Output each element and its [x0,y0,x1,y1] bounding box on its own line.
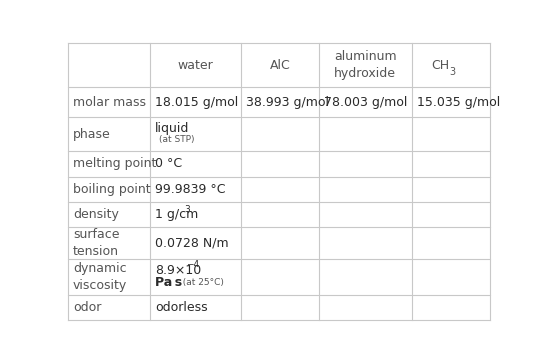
Text: (at STP): (at STP) [159,135,194,144]
Text: 99.9839 °C: 99.9839 °C [155,183,226,196]
Text: CH: CH [431,59,450,72]
Text: dynamic
viscosity: dynamic viscosity [73,262,127,292]
Text: surface
tension: surface tension [73,228,120,258]
Text: 15.035 g/mol: 15.035 g/mol [417,96,500,109]
Text: 0 °C: 0 °C [155,157,182,170]
Text: Pa s: Pa s [155,276,182,289]
Text: 3: 3 [184,205,190,214]
Text: AlC: AlC [269,59,290,72]
Text: liquid: liquid [155,122,190,135]
Text: aluminum
hydroxide: aluminum hydroxide [334,50,397,80]
Text: odor: odor [73,301,101,314]
Text: boiling point: boiling point [73,183,151,196]
Text: 8.9×10: 8.9×10 [155,264,201,277]
Text: melting point: melting point [73,157,157,170]
Text: 38.993 g/mol: 38.993 g/mol [246,96,329,109]
Text: 78.003 g/mol: 78.003 g/mol [324,96,407,109]
Text: density: density [73,208,119,221]
Text: −4: −4 [186,260,199,269]
Text: phase: phase [73,128,111,141]
Text: 3: 3 [450,67,456,77]
Text: odorless: odorless [155,301,208,314]
Text: water: water [178,59,213,72]
Text: 1 g/cm: 1 g/cm [155,208,199,221]
Text: 0.0728 N/m: 0.0728 N/m [155,237,229,249]
Text: 18.015 g/mol: 18.015 g/mol [155,96,238,109]
Text: molar mass: molar mass [73,96,146,109]
Text: (at 25°C): (at 25°C) [177,278,224,287]
